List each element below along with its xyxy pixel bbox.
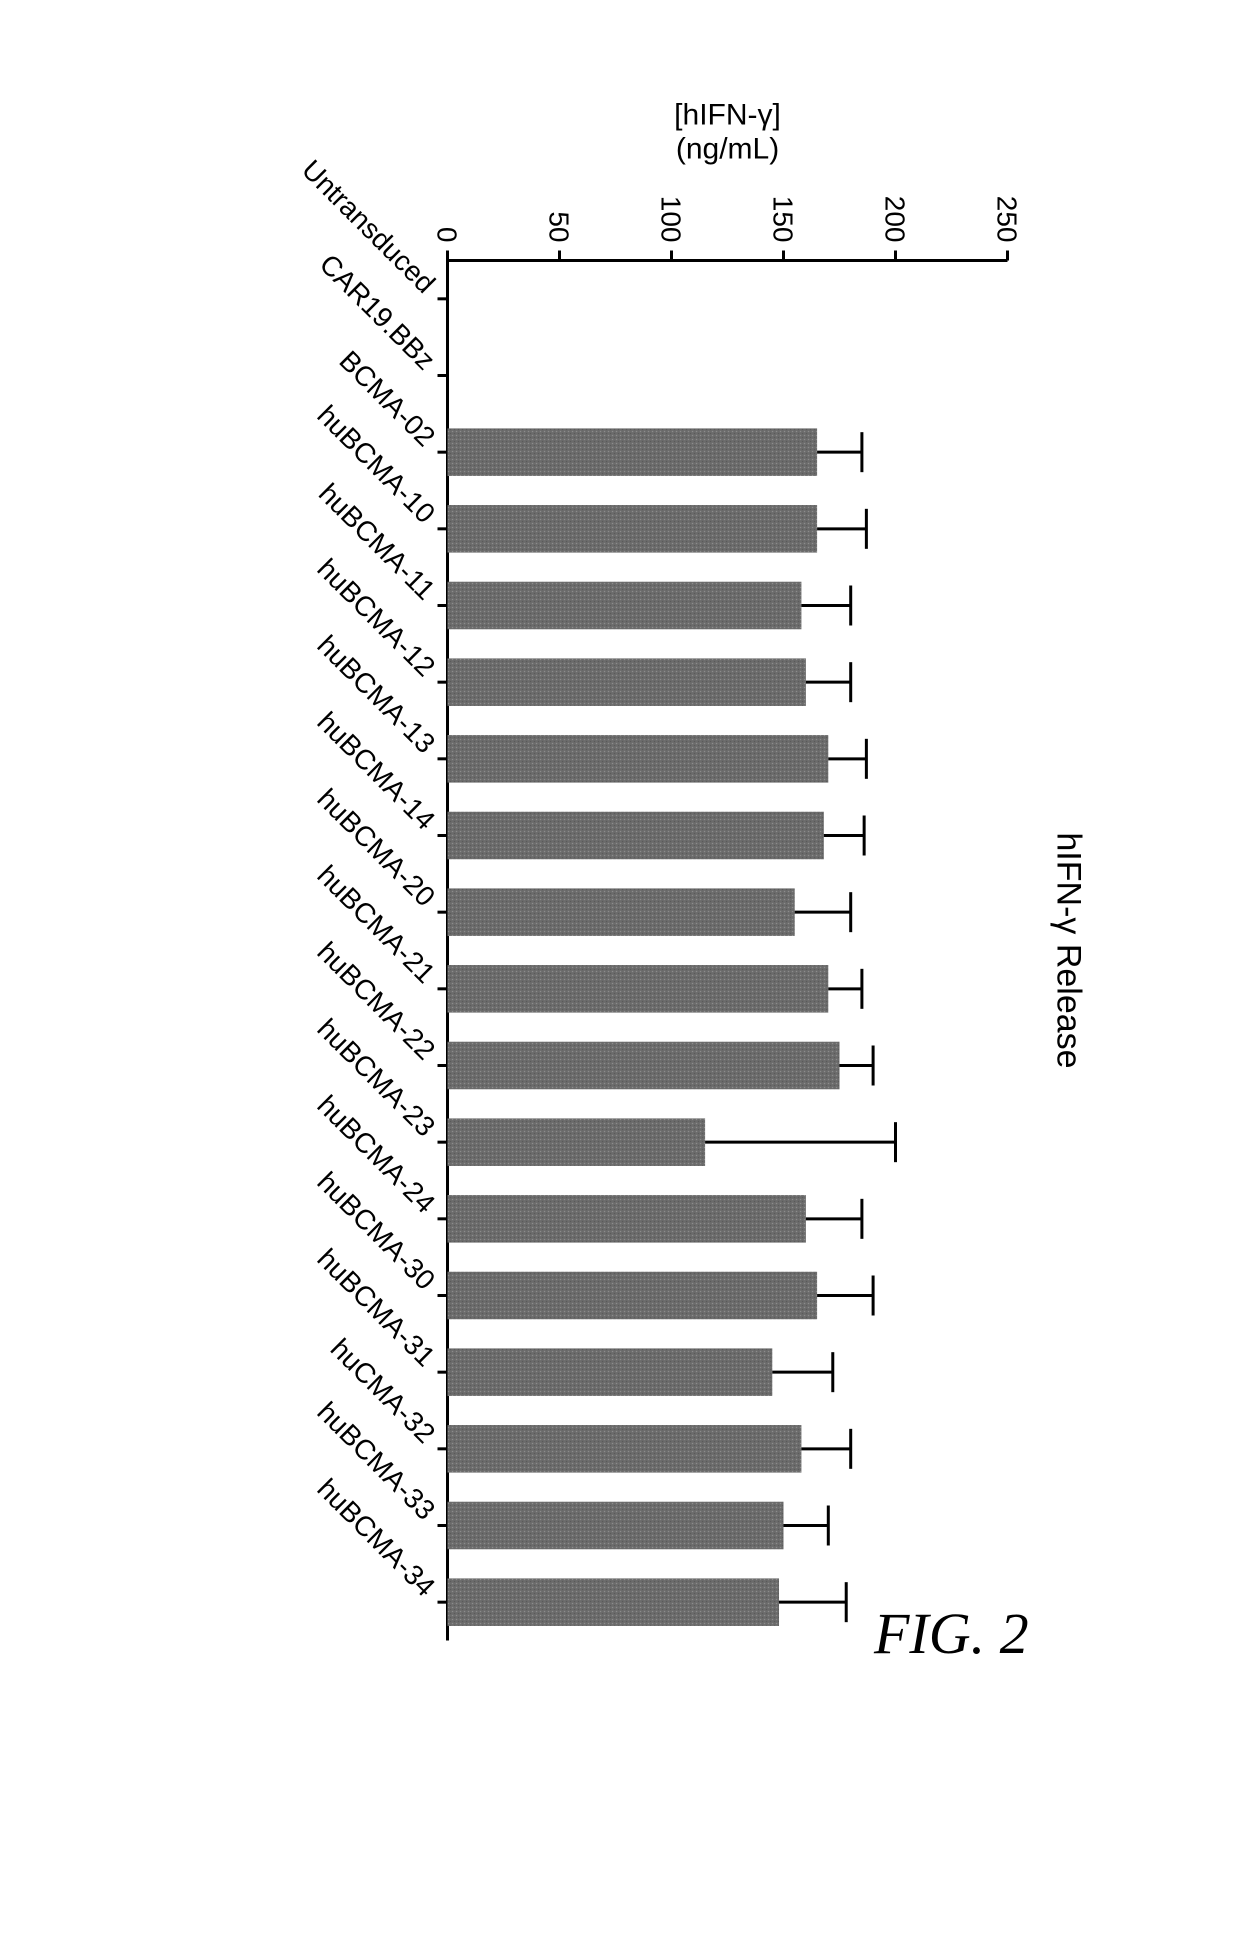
y-tick-label: 0	[432, 227, 463, 243]
bar	[448, 582, 802, 630]
bar	[448, 1502, 784, 1550]
bar	[448, 1348, 773, 1396]
bar	[448, 888, 795, 936]
chart-container: hIFN-γ Release 0 50 100 150 200 250 [hIFN-γ](ng…	[143, 71, 1098, 1671]
x-tick-label: Untransduced	[296, 154, 441, 299]
bar	[448, 1425, 802, 1473]
bar	[448, 1578, 780, 1626]
y-tick-label: 250	[992, 196, 1023, 243]
bar	[448, 812, 824, 860]
bar-chart: hIFN-γ Release 0 50 100 150 200 250 [hIFN-γ](ng…	[148, 71, 1098, 1671]
bar	[448, 1272, 818, 1320]
chart-title: hIFN-γ Release	[1050, 832, 1088, 1068]
figure-label: FIG. 2	[874, 1600, 1029, 1667]
page: hIFN-γ Release 0 50 100 150 200 250 [hIFN-γ](ng…	[0, 0, 1240, 1939]
bar	[448, 1042, 840, 1090]
bar	[448, 965, 829, 1013]
y-tick-label: 200	[880, 196, 911, 243]
y-tick-label: 50	[544, 211, 575, 242]
bar	[448, 658, 806, 706]
bar	[448, 428, 818, 476]
bar	[448, 505, 818, 553]
bar	[448, 1195, 806, 1243]
y-tick-label: 100	[656, 196, 687, 243]
bar	[448, 735, 829, 783]
y-tick-label: 150	[768, 196, 799, 243]
bar	[448, 1118, 706, 1166]
y-axis-label: [hIFN-γ](ng/mL)	[674, 99, 781, 166]
